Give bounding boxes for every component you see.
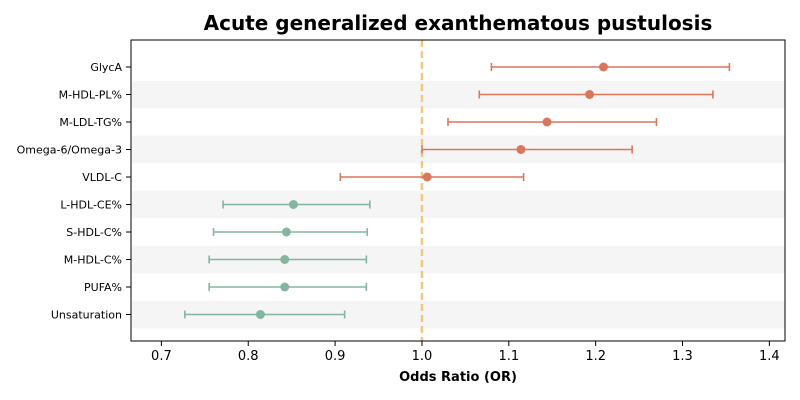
x-tick-label: 1.3 [672, 349, 693, 364]
y-axis: GlycA M-HDL-PL% M-LDL-TG% Omega-6/Omega-3 VL… [17, 61, 131, 322]
or-point [288, 200, 298, 209]
or-point [542, 117, 552, 127]
category-label: GlycA [90, 61, 122, 74]
category-label: S-HDL-C% [66, 226, 122, 239]
category-label: M-LDL-TG% [59, 116, 122, 129]
marks [184, 62, 731, 319]
x-axis-label: Odds Ratio (OR) [399, 370, 517, 385]
x-tick-label: 1.0 [412, 349, 433, 364]
chart-title: Acute generalized exanthematous pustulos… [204, 11, 713, 35]
or-point [280, 255, 290, 264]
x-tick-label: 0.8 [238, 349, 259, 364]
or-point [280, 282, 290, 292]
x-tick-label: 1.2 [585, 349, 606, 364]
category-label: M-HDL-PL% [59, 89, 122, 102]
category-label: L-HDL-CE% [60, 199, 122, 212]
plot-frame [130, 39, 786, 342]
x-axis: 0.7 0.8 0.9 1.0 1.1 1.2 1.3 1.4 [151, 341, 780, 364]
x-tick-label: 1.4 [759, 349, 780, 364]
category-label: PUFA% [84, 281, 122, 294]
category-label: Unsaturation [51, 309, 122, 322]
category-label: M-HDL-C% [64, 254, 122, 267]
or-point [516, 145, 526, 154]
x-tick-label: 1.1 [498, 349, 519, 364]
category-label: Omega-6/Omega-3 [17, 144, 122, 157]
or-point [585, 90, 595, 99]
or-point [422, 172, 432, 182]
or-point [598, 62, 608, 72]
or-point [281, 227, 291, 237]
category-label: VLDL-C [82, 171, 122, 184]
or-point [255, 310, 265, 319]
x-tick-label: 0.9 [325, 349, 346, 364]
x-tick-label: 0.7 [151, 349, 172, 364]
